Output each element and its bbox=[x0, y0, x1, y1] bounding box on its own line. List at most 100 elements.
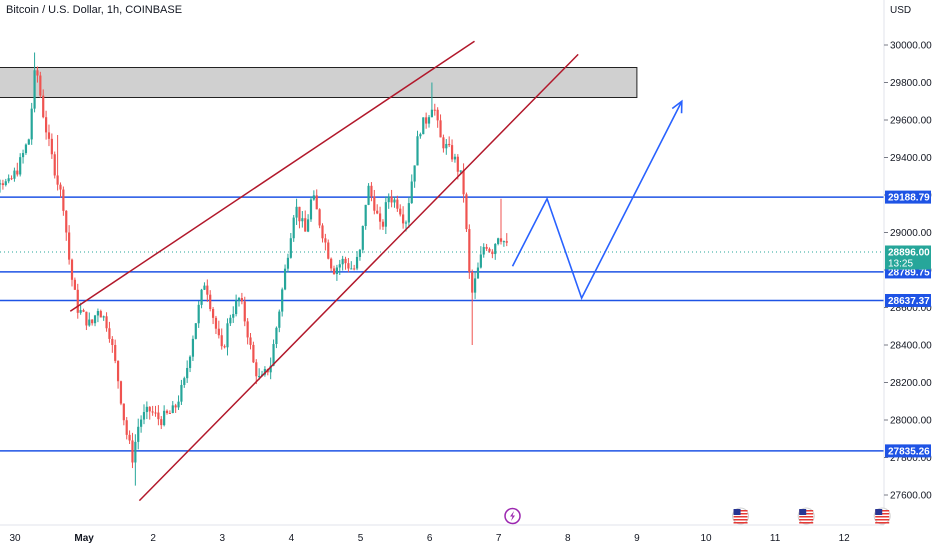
us-flag-event-icon[interactable] bbox=[797, 507, 815, 525]
candle-body bbox=[373, 196, 376, 211]
resistance-zone[interactable] bbox=[0, 67, 638, 98]
candle bbox=[10, 175, 13, 181]
currency-label: USD bbox=[890, 5, 912, 16]
candle bbox=[186, 360, 189, 383]
candle-body bbox=[298, 206, 301, 222]
candle-body bbox=[148, 406, 151, 412]
us-flag-event-icon[interactable] bbox=[873, 507, 891, 525]
candle bbox=[286, 253, 290, 273]
candle-body bbox=[99, 311, 102, 318]
x-tick-label: 7 bbox=[496, 533, 502, 544]
candle-body bbox=[122, 403, 125, 421]
candle-body bbox=[448, 143, 451, 146]
candle-body bbox=[191, 338, 195, 357]
candle-body bbox=[283, 268, 287, 290]
candle-body bbox=[10, 178, 13, 180]
candle bbox=[68, 225, 71, 265]
candle-body bbox=[102, 316, 105, 318]
flag-canton bbox=[733, 509, 741, 515]
candle-body bbox=[177, 401, 180, 408]
candle-body bbox=[243, 301, 246, 322]
candle bbox=[168, 410, 171, 414]
candle bbox=[36, 66, 39, 83]
level-price-label: 28789.75 bbox=[888, 267, 930, 278]
lightning-glyph bbox=[510, 511, 516, 521]
candle bbox=[0, 179, 2, 193]
candle-body bbox=[154, 412, 157, 414]
candle-body bbox=[36, 70, 39, 76]
y-tick-label: 28400.00 bbox=[890, 341, 932, 352]
candle bbox=[65, 210, 68, 241]
channel-line[interactable] bbox=[138, 53, 579, 502]
candle-body bbox=[160, 419, 163, 426]
candle-body bbox=[39, 75, 42, 96]
candle-body bbox=[140, 419, 143, 427]
chart-title: Bitcoin / U.S. Dollar, 1h, COINBASE bbox=[6, 4, 183, 16]
candle bbox=[111, 336, 114, 353]
candle-body bbox=[137, 426, 140, 442]
candle-body bbox=[56, 175, 59, 185]
candle-body bbox=[439, 120, 442, 138]
candle-body bbox=[315, 195, 318, 210]
candle-body bbox=[459, 170, 462, 172]
candle bbox=[206, 279, 209, 302]
projection-path[interactable] bbox=[511, 100, 683, 301]
candle bbox=[384, 196, 387, 235]
candle-body bbox=[361, 226, 364, 250]
candle bbox=[148, 406, 151, 420]
candle bbox=[114, 339, 117, 364]
candle bbox=[427, 115, 431, 128]
candle bbox=[99, 309, 102, 318]
candle-body bbox=[278, 311, 281, 328]
candle bbox=[140, 415, 143, 433]
candle bbox=[211, 307, 215, 325]
candle bbox=[102, 315, 105, 321]
candle-body bbox=[232, 314, 235, 318]
candle bbox=[209, 290, 212, 312]
x-tick-label: 8 bbox=[565, 533, 571, 544]
candle-body bbox=[465, 194, 468, 230]
candle-body bbox=[430, 109, 434, 118]
candle-body bbox=[456, 156, 459, 172]
y-tick-label: 30000.00 bbox=[890, 41, 932, 52]
plot-area[interactable] bbox=[0, 40, 884, 502]
x-tick-label: 6 bbox=[427, 533, 433, 544]
candle-body bbox=[180, 384, 183, 402]
y-tick-label: 29600.00 bbox=[890, 116, 932, 127]
last-price-label-bg bbox=[885, 245, 931, 270]
candle-body bbox=[304, 218, 307, 232]
candle bbox=[309, 196, 313, 222]
candle-body bbox=[33, 70, 36, 109]
candle-body bbox=[364, 204, 367, 227]
candle-body bbox=[30, 108, 33, 140]
candle-body bbox=[387, 196, 390, 203]
time-axis[interactable]: 30 May 2 3 4 5 6 7 8 9 10 11 12 bbox=[0, 524, 884, 544]
event-icons[interactable] bbox=[504, 507, 891, 525]
candle-body bbox=[422, 117, 425, 135]
candle bbox=[116, 360, 120, 389]
us-flag-event-icon[interactable] bbox=[732, 507, 750, 525]
candle bbox=[402, 206, 405, 229]
candle bbox=[488, 247, 491, 253]
candle bbox=[177, 395, 180, 410]
level-price-label-bg bbox=[885, 444, 931, 458]
y-tick-label: 28000.00 bbox=[890, 416, 932, 427]
x-tick-label: 9 bbox=[634, 533, 640, 544]
candle bbox=[134, 434, 137, 486]
candle bbox=[27, 138, 30, 145]
candle-body bbox=[338, 264, 341, 268]
candle bbox=[128, 430, 131, 445]
candle-body bbox=[53, 154, 56, 176]
candle-body bbox=[347, 263, 350, 269]
candle bbox=[249, 332, 252, 350]
candle-body bbox=[353, 268, 356, 270]
candle bbox=[217, 320, 220, 339]
price-axis[interactable]: 27600.00 27800.00 28000.00 28200.00 28400.00… bbox=[883, 0, 932, 550]
candle-body bbox=[445, 143, 448, 149]
lightning-event-icon[interactable] bbox=[504, 507, 521, 525]
channel-line[interactable] bbox=[69, 40, 475, 312]
flag-stripe bbox=[875, 519, 890, 521]
candle-body bbox=[416, 136, 419, 166]
